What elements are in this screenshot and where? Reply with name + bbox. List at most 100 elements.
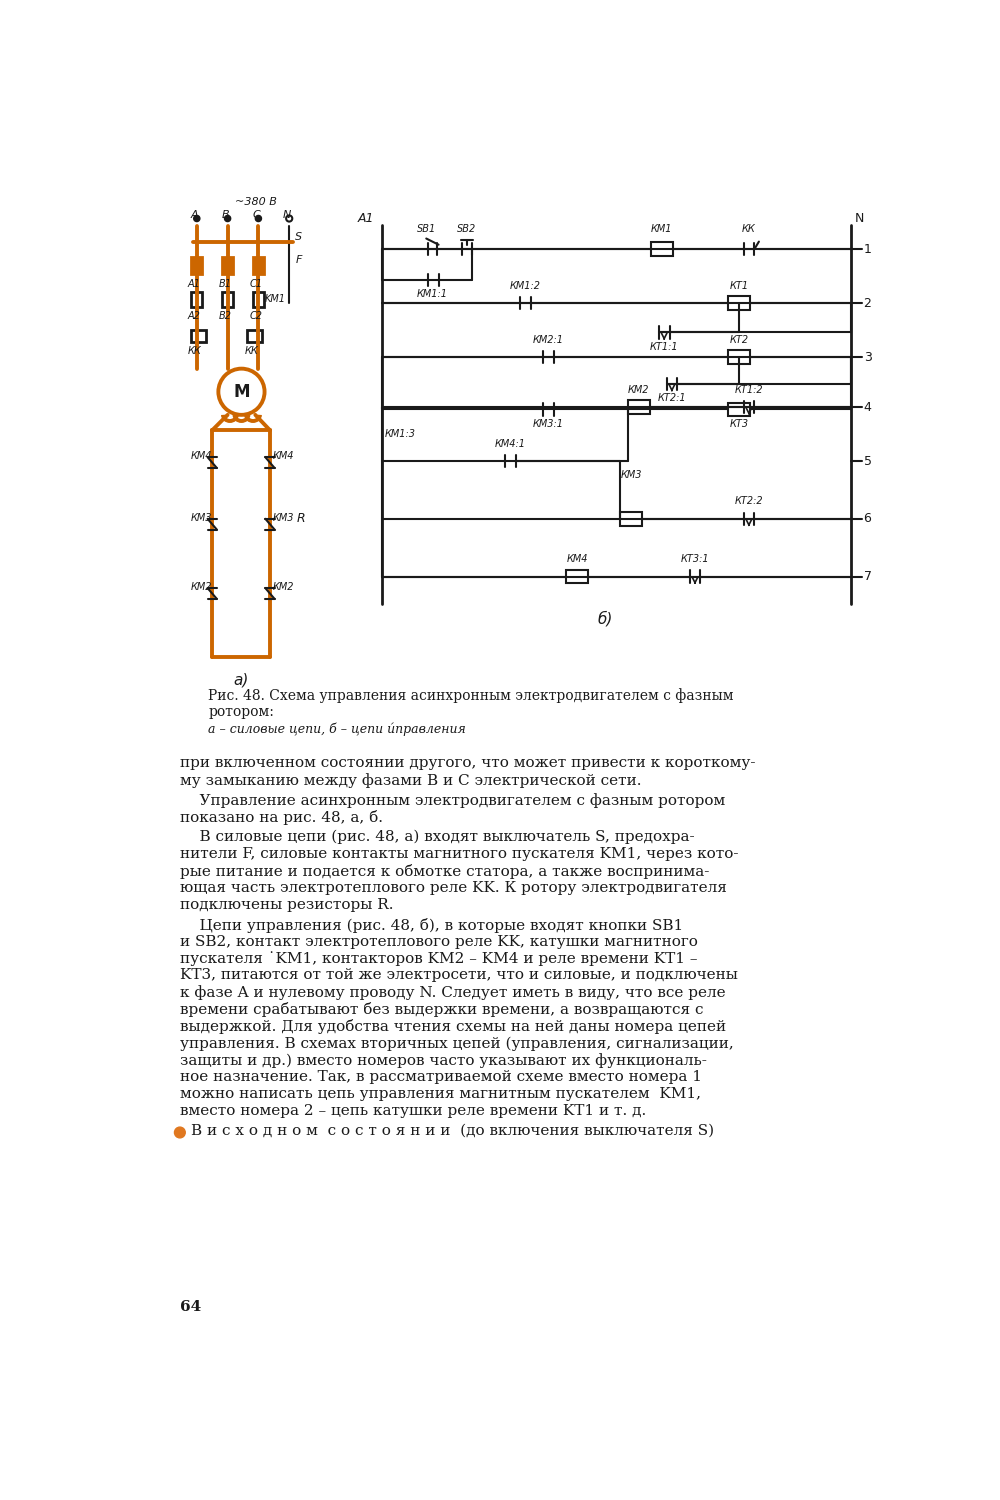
Text: 6: 6 <box>864 513 871 525</box>
Text: КМ3:1: КМ3:1 <box>533 419 564 429</box>
Text: КМ2:1: КМ2:1 <box>533 334 564 345</box>
Text: 3: 3 <box>864 351 871 363</box>
Text: A2: A2 <box>188 310 200 321</box>
Text: KT3, питаются от той же электросети, что и силовые, и подключены: KT3, питаются от той же электросети, что… <box>180 969 738 982</box>
Text: КМ3: КМ3 <box>191 513 212 522</box>
Text: КМ4: КМ4 <box>272 452 294 460</box>
Circle shape <box>225 216 231 222</box>
Bar <box>728 402 750 417</box>
Bar <box>253 256 264 274</box>
Text: КМ4: КМ4 <box>191 452 212 460</box>
Text: SB1: SB1 <box>417 224 436 234</box>
Text: пускателя ˙KM1, контакторов KM2 – KM4 и реле времени KT1 –: пускателя ˙KM1, контакторов KM2 – KM4 и … <box>180 951 697 966</box>
Text: управления. В схемах вторичных цепей (управления, сигнализации,: управления. В схемах вторичных цепей (уп… <box>180 1036 734 1050</box>
Bar <box>222 291 233 308</box>
Circle shape <box>194 216 200 222</box>
Text: N: N <box>855 211 865 225</box>
Text: 7: 7 <box>864 570 872 584</box>
Text: КМ2: КМ2 <box>191 582 212 592</box>
Text: R: R <box>297 513 306 525</box>
Text: ное назначение. Так, в рассматриваемой схеме вместо номера 1: ное назначение. Так, в рассматриваемой с… <box>180 1070 702 1084</box>
Text: 2: 2 <box>864 297 871 309</box>
Text: В и с х о д н о м  с о с т о я н и и  (до включения выключателя S): В и с х о д н о м с о с т о я н и и (до … <box>191 1124 714 1138</box>
Bar <box>191 291 202 308</box>
Bar <box>253 291 264 308</box>
Text: КТ2:2: КТ2:2 <box>735 496 763 507</box>
Text: КТ1:2: КТ1:2 <box>735 386 763 394</box>
Text: C1: C1 <box>249 279 262 288</box>
Text: ~380 В: ~380 В <box>235 196 277 207</box>
Text: и SB2, контакт электротеплового реле KK, катушки магнитного: и SB2, контакт электротеплового реле KK,… <box>180 934 698 948</box>
Text: КК: КК <box>742 224 756 234</box>
Text: C2: C2 <box>249 310 262 321</box>
Text: при включенном состоянии другого, что может привести к короткому-: при включенном состоянии другого, что мо… <box>180 756 755 770</box>
Text: подключены резисторы R.: подключены резисторы R. <box>180 897 393 912</box>
Text: B: B <box>221 210 229 220</box>
Bar <box>191 256 202 274</box>
Text: 64: 64 <box>180 1300 201 1314</box>
Text: ющая часть электротеплового реле KK. К ротору электродвигателя: ющая часть электротеплового реле KK. К р… <box>180 880 727 894</box>
Text: КТ2: КТ2 <box>729 334 748 345</box>
Text: Рис. 48. Схема управления асинхронным электродвигателем с фазным: Рис. 48. Схема управления асинхронным эл… <box>208 688 734 703</box>
Text: КМ3: КМ3 <box>620 471 642 480</box>
Bar <box>728 350 750 364</box>
Text: КМ4:1: КМ4:1 <box>495 438 526 448</box>
Text: КМ4: КМ4 <box>566 554 588 564</box>
Text: времени срабатывают без выдержки времени, а возвращаются с: времени срабатывают без выдержки времени… <box>180 1002 703 1017</box>
Text: КК: КК <box>188 345 201 355</box>
Text: можно написать цепь управления магнитным пускателем  KM1,: можно написать цепь управления магнитным… <box>180 1088 701 1101</box>
Text: КМ1:3: КМ1:3 <box>385 429 416 439</box>
Text: КК: КК <box>245 345 258 355</box>
Text: Управление асинхронным электродвигателем с фазным ротором: Управление асинхронным электродвигателем… <box>180 794 725 808</box>
Text: показано на рис. 48, а, б.: показано на рис. 48, а, б. <box>180 810 383 825</box>
Text: а – силовые цепи, б – цепи úправления: а – силовые цепи, б – цепи úправления <box>208 722 466 735</box>
Text: S: S <box>295 232 302 242</box>
Text: а): а) <box>234 674 249 688</box>
Bar <box>651 243 673 256</box>
Text: к фазе A и нулевому проводу N. Следует иметь в виду, что все реле: к фазе A и нулевому проводу N. Следует и… <box>180 986 725 1000</box>
Text: A1: A1 <box>188 279 200 288</box>
Bar <box>628 400 650 414</box>
Text: КМ3: КМ3 <box>272 513 294 522</box>
Bar <box>191 330 206 342</box>
Circle shape <box>174 1126 185 1138</box>
Text: защиты и др.) вместо номеров часто указывают их функциональ-: защиты и др.) вместо номеров часто указы… <box>180 1053 707 1068</box>
Text: б): б) <box>597 610 613 627</box>
Text: F: F <box>295 255 302 266</box>
Text: му замыканию между фазами В и С электрической сети.: му замыканию между фазами В и С электрич… <box>180 772 641 788</box>
Text: КТ2:1: КТ2:1 <box>658 393 686 404</box>
Bar <box>247 330 262 342</box>
Text: A1: A1 <box>357 211 374 225</box>
Text: В силовые цепи (рис. 48, а) входят выключатель S, предохра-: В силовые цепи (рис. 48, а) входят выклю… <box>180 830 694 844</box>
Text: КМ1:1: КМ1:1 <box>417 290 448 300</box>
Text: КТ3: КТ3 <box>729 419 748 429</box>
Text: КТ1: КТ1 <box>729 280 748 291</box>
Text: KM1: KM1 <box>265 294 286 304</box>
Text: КТ1:1: КТ1:1 <box>650 342 679 351</box>
Bar <box>620 512 642 525</box>
Text: нители F, силовые контакты магнитного пускателя KM1, через кото-: нители F, силовые контакты магнитного пу… <box>180 847 738 861</box>
Text: выдержкой. Для удобства чтения схемы на ней даны номера цепей: выдержкой. Для удобства чтения схемы на … <box>180 1020 726 1035</box>
Text: C: C <box>252 210 260 220</box>
Text: ротором:: ротором: <box>208 705 274 718</box>
Text: B2: B2 <box>218 310 231 321</box>
Text: 4: 4 <box>864 400 871 414</box>
Text: КТ3:1: КТ3:1 <box>681 554 709 564</box>
Bar <box>222 256 233 274</box>
Text: КМ1: КМ1 <box>651 224 673 234</box>
Text: рые питание и подается к обмотке статора, а также воспринима-: рые питание и подается к обмотке статора… <box>180 864 709 879</box>
Circle shape <box>255 216 261 222</box>
Text: A: A <box>191 210 198 220</box>
Text: SB2: SB2 <box>457 224 476 234</box>
Text: вместо номера 2 – цепь катушки реле времени KT1 и т. д.: вместо номера 2 – цепь катушки реле врем… <box>180 1104 646 1118</box>
Text: КМ2: КМ2 <box>628 386 650 394</box>
Text: 5: 5 <box>864 454 872 468</box>
Text: Цепи управления (рис. 48, б), в которые входят кнопки SB1: Цепи управления (рис. 48, б), в которые … <box>180 918 683 933</box>
Text: КМ2: КМ2 <box>272 582 294 592</box>
Bar <box>566 570 588 584</box>
Text: N: N <box>283 210 291 220</box>
Bar <box>728 297 750 310</box>
Text: КМ1:2: КМ1:2 <box>510 280 541 291</box>
Text: М: М <box>233 382 250 400</box>
Text: B1: B1 <box>218 279 231 288</box>
